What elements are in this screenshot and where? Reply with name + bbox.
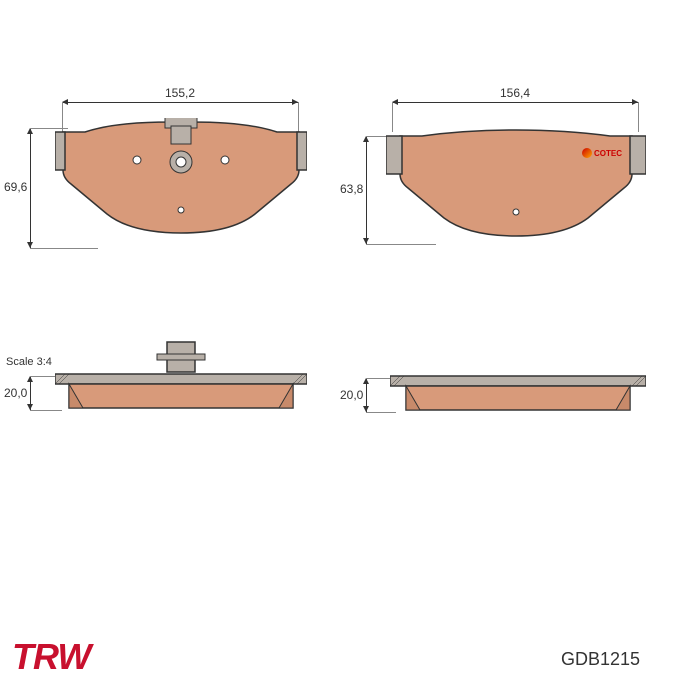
dim-left-thick: 20,0 <box>4 386 27 400</box>
dim-line-right-width <box>392 102 638 103</box>
dim-line-left-width <box>62 102 298 103</box>
left-pad-side-view <box>55 340 307 415</box>
dim-right-width: 156,4 <box>500 86 530 100</box>
cotec-icon <box>582 148 592 158</box>
right-pad-side-view <box>390 372 646 417</box>
dim-line-right-height <box>366 136 367 244</box>
dim-right-thick: 20,0 <box>340 388 363 402</box>
brand-logo: TRW <box>12 636 90 678</box>
dim-left-height: 69,6 <box>4 180 27 194</box>
cotec-label: COTEC <box>594 149 622 158</box>
part-number: GDB1215 <box>561 649 640 670</box>
cotec-badge: COTEC <box>582 148 622 158</box>
scale-label: Scale 3:4 <box>6 356 52 368</box>
dim-left-width: 155,2 <box>165 86 195 100</box>
dim-line-left-height <box>30 128 31 248</box>
drawing-canvas: 155,2 69,6 156,4 63,8 COTEC <box>0 0 700 700</box>
left-pad-front-view <box>55 118 307 258</box>
dim-right-height: 63,8 <box>340 182 363 196</box>
